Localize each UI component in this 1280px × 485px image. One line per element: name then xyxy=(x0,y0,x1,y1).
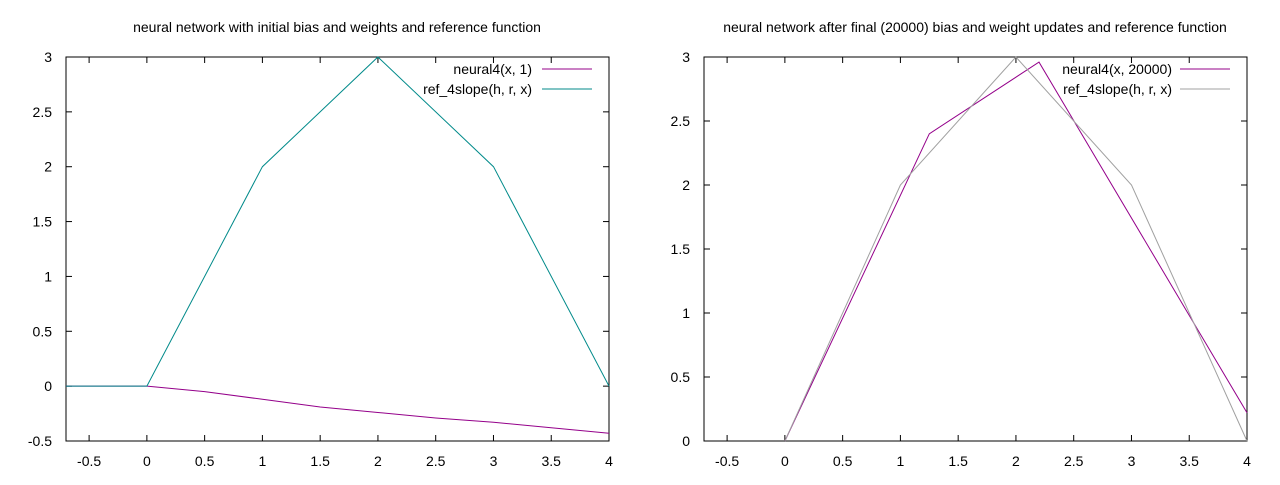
left-y-tick-label: 1.5 xyxy=(33,214,53,230)
left-x-tick-label: 4 xyxy=(605,453,613,469)
left-plot-frame xyxy=(65,56,610,442)
left-chart-panel: neural network with initial bias and wei… xyxy=(28,19,613,469)
left-y-tick-label: 0.5 xyxy=(33,323,53,339)
left-y-tick-label: -0.5 xyxy=(28,433,52,449)
right-y-tick-label: 2.5 xyxy=(671,113,691,129)
left-x-tick-label: 3 xyxy=(490,453,498,469)
left-series-line-1 xyxy=(66,385,610,434)
right-x-tick-label: 1 xyxy=(897,453,905,469)
right-x-tick-label: 4 xyxy=(1243,453,1251,469)
right-x-tick-label: 3 xyxy=(1128,453,1136,469)
right-series-line-1 xyxy=(784,61,1248,442)
right-x-tick-label: -0.5 xyxy=(715,453,739,469)
right-chart-panel: neural network after final (20000) bias … xyxy=(671,19,1252,469)
right-y-tick-label: 0.5 xyxy=(671,369,691,385)
left-x-tick-label: -0.5 xyxy=(77,453,101,469)
right-x-tick-label: 2.5 xyxy=(1064,453,1084,469)
right-y-tick-label: 1 xyxy=(682,305,690,321)
right-y-tick-label: 0 xyxy=(682,433,690,449)
right-y-tick-label: 3 xyxy=(682,49,690,65)
left-x-tick-label: 1.5 xyxy=(310,453,330,469)
right-chart-title: neural network after final (20000) bias … xyxy=(723,19,1227,35)
right-x-tick-label: 0.5 xyxy=(833,453,853,469)
left-y-tick-label: 1 xyxy=(44,268,52,284)
left-x-tick-label: 2.5 xyxy=(426,453,446,469)
left-y-tick-label: 0 xyxy=(44,378,52,394)
right-legend-label-2: ref_4slope(h, r, x) xyxy=(1063,81,1172,97)
left-x-tick-label: 0.5 xyxy=(195,453,215,469)
right-x-tick-label: 2 xyxy=(1012,453,1020,469)
left-legend-label-1: neural4(x, 1) xyxy=(453,61,532,77)
right-x-tick-label: 0 xyxy=(781,453,789,469)
right-x-tick-label: 3.5 xyxy=(1179,453,1199,469)
right-y-tick-label: 1.5 xyxy=(671,241,691,257)
right-y-tick-label: 2 xyxy=(682,177,690,193)
left-chart-title: neural network with initial bias and wei… xyxy=(133,19,541,35)
left-x-tick-label: 3.5 xyxy=(541,453,561,469)
left-series-line-2 xyxy=(66,56,610,387)
left-x-tick-label: 1 xyxy=(259,453,267,469)
right-x-tick-label: 1.5 xyxy=(948,453,968,469)
left-x-tick-label: 0 xyxy=(143,453,151,469)
right-series-line-2 xyxy=(784,56,1248,442)
right-legend-label-1: neural4(x, 20000) xyxy=(1062,61,1172,77)
left-x-tick-label: 2 xyxy=(374,453,382,469)
left-y-tick-label: 2 xyxy=(44,159,52,175)
right-plot-frame xyxy=(703,56,1248,442)
left-legend-label-2: ref_4slope(h, r, x) xyxy=(423,81,532,97)
left-y-tick-label: 2.5 xyxy=(33,104,53,120)
left-y-tick-label: 3 xyxy=(44,49,52,65)
